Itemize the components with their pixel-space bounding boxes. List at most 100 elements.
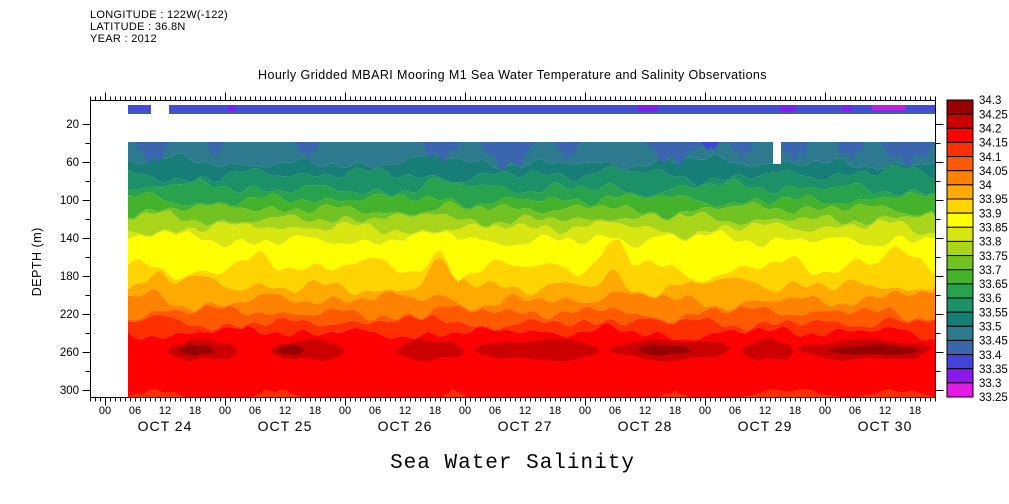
x-hour-label: 12	[159, 405, 171, 417]
contour-band	[128, 322, 935, 397]
colorbar-label: 33.6	[979, 293, 1001, 305]
x-hour-label: 00	[699, 405, 711, 417]
colorbar-label: 33.45	[979, 336, 1008, 348]
colorbar-cell	[946, 212, 974, 228]
surface-band-lower	[128, 111, 151, 114]
contour-band	[128, 230, 935, 283]
x-hour-label: 18	[789, 405, 801, 417]
surface-violet-patch	[638, 105, 658, 112]
deep-salinity-blob	[396, 338, 464, 362]
x-hour-label: 18	[669, 405, 681, 417]
colorbar-cell	[946, 240, 974, 257]
depth-tick-label: 180	[60, 271, 79, 283]
colorbar-label: 34.3	[979, 95, 1001, 107]
colorbar-label: 34.2	[979, 123, 1001, 135]
contour-band	[128, 165, 935, 198]
contour-band	[128, 201, 935, 227]
deep-salinity-blob	[270, 337, 344, 362]
x-hour-label: 18	[309, 405, 321, 417]
surface-violet-patch	[842, 105, 852, 112]
fresher-top-blob	[420, 142, 460, 163]
colorbar-label: 33.3	[979, 378, 1001, 390]
axes	[82, 92, 944, 406]
colorbar-cell	[946, 113, 974, 129]
x-date-label: OCT 29	[738, 418, 793, 434]
surface-violet-patch	[228, 105, 236, 112]
colorbar-cell	[946, 297, 974, 313]
bottom-fresh-patch	[740, 388, 840, 397]
depth-tick-label: 260	[60, 347, 79, 359]
colorbar-cell	[946, 198, 974, 214]
x-hour-label: 00	[219, 405, 231, 417]
deep-salinity-blob	[741, 338, 794, 361]
depth-tick-label: 220	[60, 309, 79, 321]
variable-label: Sea Water Salinity	[390, 452, 635, 475]
x-hour-label: 06	[369, 405, 381, 417]
deep-salinity-blob	[473, 339, 599, 362]
contour-band	[128, 177, 935, 209]
colorbar-cell	[946, 184, 974, 200]
fresher-top-blob	[835, 142, 865, 162]
x-hour-label: 18	[189, 405, 201, 417]
x-hour-label: 06	[849, 405, 861, 417]
fresher-top-bit	[700, 142, 720, 151]
colorbar-cell	[946, 354, 974, 370]
depth-tick-label: 20	[66, 119, 79, 131]
colorbar-label: 33.55	[979, 307, 1008, 319]
surface-band-lower	[169, 111, 935, 114]
surface-violet-patch	[780, 105, 796, 112]
bottom-fresh-patch	[858, 388, 935, 397]
contour-band	[128, 314, 935, 341]
colorbar-cell	[946, 141, 974, 158]
x-hour-label: 06	[489, 405, 501, 417]
colorbar-label: 33.85	[979, 222, 1008, 234]
contour-band	[128, 288, 935, 323]
station-info: LONGITUDE : 122W(-122) LATITUDE : 36.8N …	[90, 9, 228, 45]
contour-band	[128, 239, 935, 297]
fresher-top-blob	[555, 142, 580, 161]
contour-band	[128, 192, 935, 220]
contour-band	[128, 220, 935, 248]
colorbar-label: 33.75	[979, 251, 1008, 263]
x-date-label: OCT 24	[138, 418, 193, 434]
bottom-fresh-patch	[250, 389, 302, 397]
colorbar-label: 33.5	[979, 321, 1001, 333]
colorbar-cell	[946, 269, 974, 285]
fresher-top-blob	[780, 142, 810, 164]
field-group	[128, 105, 935, 397]
contour-band	[128, 258, 935, 312]
fresher-top-blob	[205, 142, 225, 157]
colorbar-cell	[946, 283, 974, 299]
bottom-fresh-patch	[442, 388, 466, 397]
x-date-label: OCT 25	[258, 418, 313, 434]
colorbar-label: 33.35	[979, 364, 1008, 376]
x-hour-label: 00	[339, 405, 351, 417]
max-salinity-spot	[277, 343, 304, 356]
data-gap-notch	[773, 142, 781, 164]
max-salinity-spot	[638, 344, 692, 356]
colorbar-label: 33.25	[979, 392, 1008, 404]
x-date-label: OCT 27	[498, 418, 553, 434]
colorbar-label: 33.8	[979, 237, 1001, 249]
x-hour-label: 12	[279, 405, 291, 417]
x-hour-label: 00	[99, 405, 111, 417]
fresher-top-blob	[880, 142, 935, 167]
surface-band-upper	[169, 105, 935, 110]
latitude-line: LATITUDE : 36.8N	[90, 21, 186, 33]
fresher-top-blob	[135, 142, 170, 166]
colorbar-cell	[946, 156, 974, 172]
x-hour-label: 12	[639, 405, 651, 417]
x-hour-label: 18	[429, 405, 441, 417]
depth-tick-label: 140	[60, 233, 79, 245]
x-hour-label: 18	[909, 405, 921, 417]
colorbar-cell	[946, 99, 974, 115]
surface-magenta-patch	[872, 105, 905, 111]
depth-tick-label: 60	[66, 157, 79, 169]
colorbar-cell	[946, 127, 974, 143]
colorbar: 34.3 34.25 34.2 34.15 34.1 34.05 34 33.95 33.9 33…	[946, 95, 1008, 404]
depth-tick-label: 100	[60, 195, 79, 207]
x-hour-label: 00	[819, 405, 831, 417]
colorbar-cell	[946, 325, 974, 341]
colorbar-label: 34.25	[979, 109, 1008, 121]
